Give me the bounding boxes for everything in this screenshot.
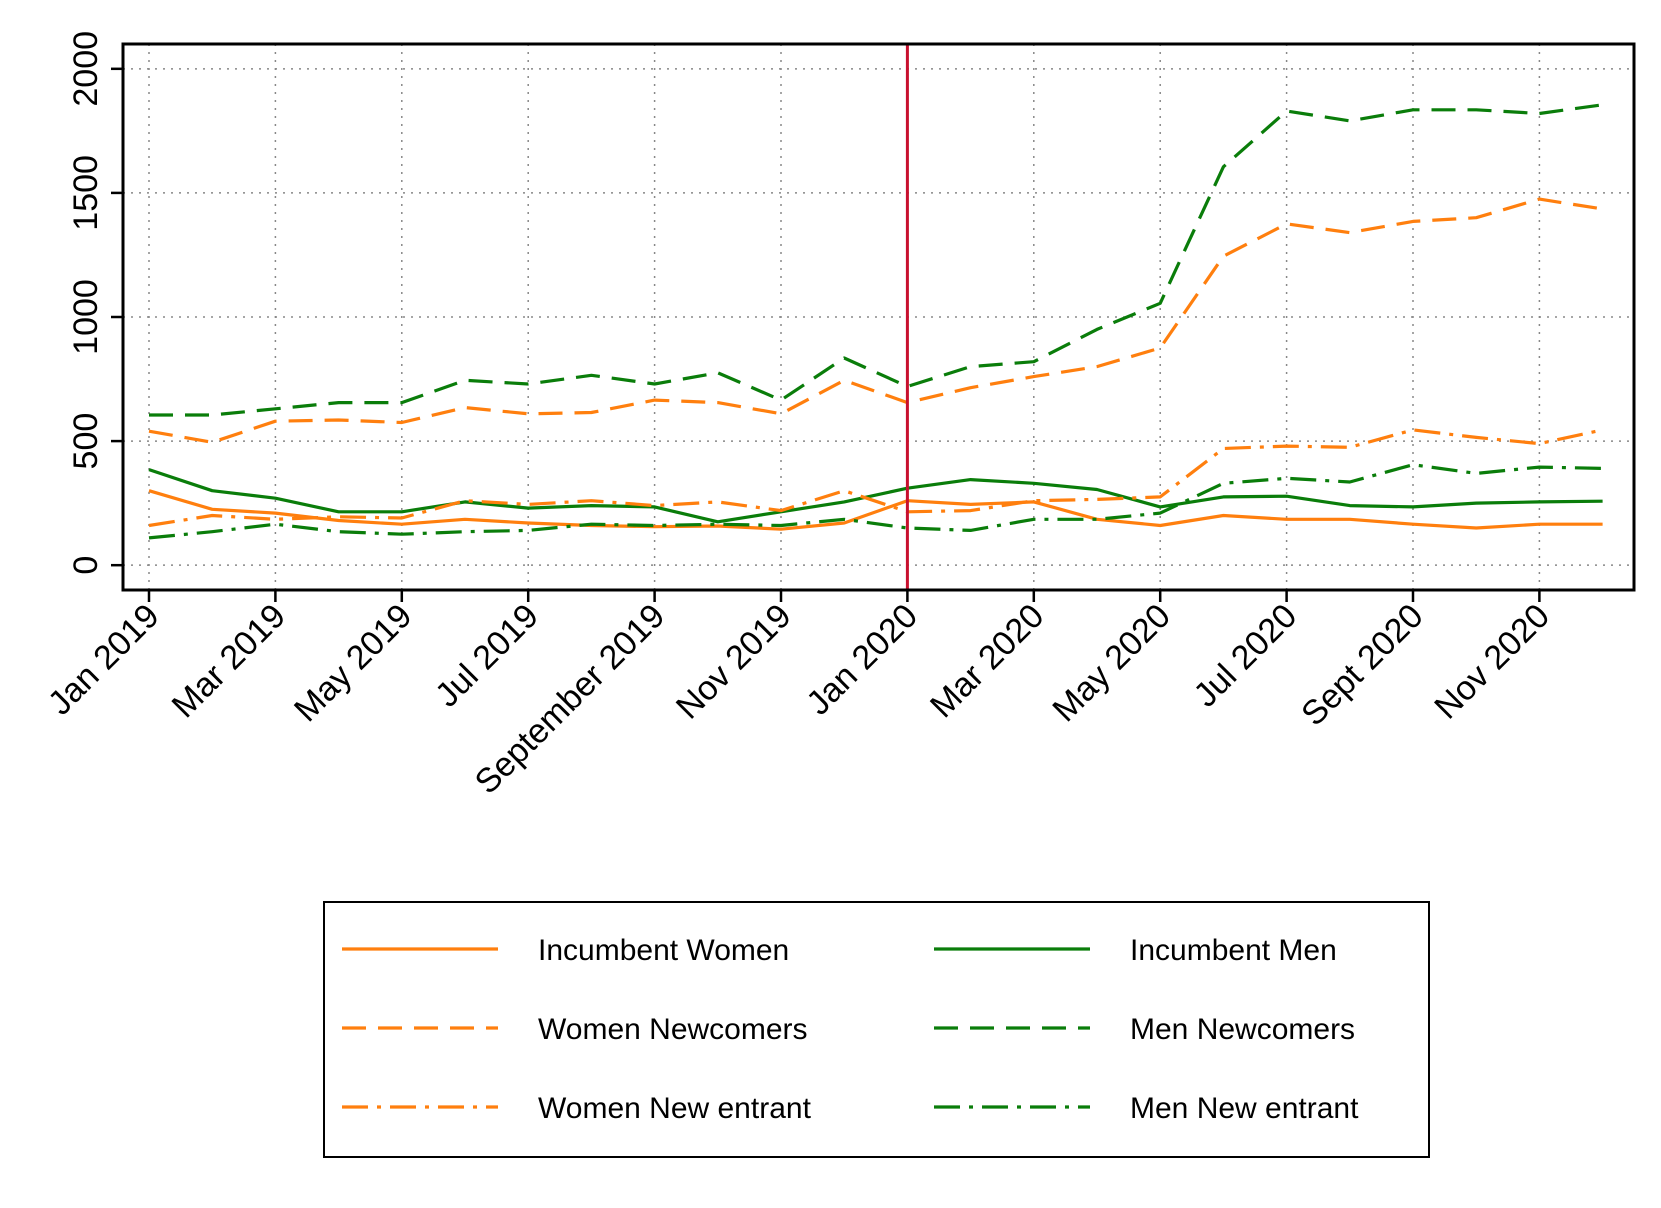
x-tick-label: Jan 2020 <box>799 597 925 723</box>
x-tick-label: Mar 2020 <box>923 597 1051 725</box>
y-tick-label: 0 <box>67 556 105 575</box>
x-tick-label: Nov 2020 <box>1427 597 1557 727</box>
series-line-men-newcomers <box>149 103 1603 417</box>
legend: Incumbent Women Incumbent Men Women Newcom… <box>323 901 1430 1158</box>
legend-label: Women New entrant <box>538 1092 812 1125</box>
x-tick-label: May 2020 <box>1045 597 1177 729</box>
y-axis: 0 500 1000 1500 2000 <box>67 31 123 575</box>
x-tick-label: Jul 2020 <box>1186 597 1304 715</box>
series-line-women-new-entrant <box>148 428 1603 528</box>
y-tick-label: 1500 <box>67 155 105 231</box>
series-line-women-newcomers <box>148 197 1603 444</box>
y-tick-label: 2000 <box>67 31 105 107</box>
x-tick-label: Sept 2020 <box>1294 597 1430 733</box>
x-tick-label: Nov 2019 <box>669 597 799 727</box>
x-tick-label: Jan 2019 <box>41 597 167 723</box>
series-line-incumbent-men <box>148 468 1603 524</box>
legend-label: Incumbent Men <box>1130 934 1337 967</box>
series-line-men-new-entrant <box>148 463 1603 540</box>
y-tick-label: 1000 <box>67 279 105 355</box>
series-layer <box>148 103 1603 540</box>
series-line-incumbent-women <box>148 489 1603 531</box>
legend-label: Men New entrant <box>1130 1092 1359 1125</box>
legend-label: Women Newcomers <box>538 1013 808 1046</box>
legend-label: Men Newcomers <box>1130 1013 1355 1046</box>
legend-box <box>323 901 1430 1158</box>
y-tick-label: 500 <box>67 413 105 470</box>
x-tick-label: Jul 2019 <box>428 597 546 715</box>
legend-label: Incumbent Women <box>538 934 789 967</box>
x-tick-label: Mar 2019 <box>165 597 293 725</box>
x-tick-label: May 2019 <box>287 597 419 729</box>
